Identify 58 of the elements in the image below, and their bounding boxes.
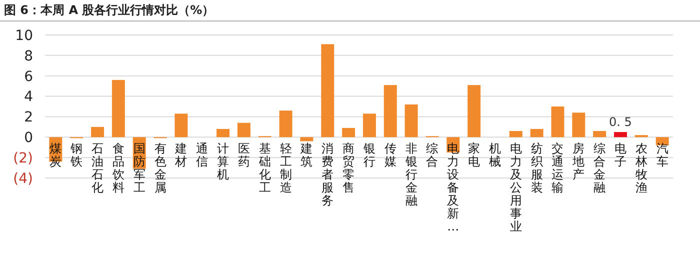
x-tick-label: 建材 (174, 142, 188, 169)
x-tick-label: 商贸零售 (342, 142, 355, 194)
x-tick-label: 食品饮料 (111, 142, 124, 194)
bar (551, 106, 564, 138)
bar (572, 112, 586, 138)
bar (614, 132, 627, 138)
x-tick-label: 国防军工 (133, 142, 146, 194)
y-tick-label: 8 (24, 48, 33, 64)
y-tick-label: 6 (24, 68, 34, 85)
bar (384, 85, 397, 138)
data-label: 0. 5 (609, 115, 632, 130)
x-tick-label: 综合金融 (594, 142, 606, 194)
bar (342, 128, 356, 138)
x-tick-label: 电力设备及新… (447, 142, 460, 234)
x-tick-label: 石油石化 (92, 142, 104, 194)
bar (468, 85, 481, 138)
bar (362, 114, 376, 138)
y-tick-label: 2 (24, 110, 33, 126)
bar (112, 80, 125, 138)
x-tick-label: 轻工制造 (280, 142, 292, 194)
x-tick-label: 钢铁 (70, 142, 83, 169)
x-tick-label: 传媒 (384, 142, 396, 169)
bar (593, 131, 606, 138)
x-tick-label: 通信 (196, 142, 208, 169)
x-tick-label: 基础化工 (258, 142, 271, 194)
bar (300, 137, 314, 142)
x-tick-label: 机械 (488, 142, 501, 169)
x-tick-label: 家电 (468, 142, 480, 169)
bar (174, 114, 188, 138)
bar (216, 128, 230, 138)
x-tick-label: 农林牧渔 (634, 142, 648, 194)
y-tick-label: 10 (15, 28, 33, 44)
x-tick-label: 电子 (614, 142, 626, 169)
bar (237, 122, 250, 138)
bar (321, 44, 334, 138)
x-tick-label: 汽车 (656, 142, 668, 169)
bar (530, 128, 544, 138)
x-tick-label: 建筑 (300, 142, 313, 169)
x-tick-label: 交通运输 (552, 142, 564, 194)
x-tick-label: 纺织服装 (530, 142, 543, 194)
bar (404, 104, 418, 138)
x-tick-label: 房地产 (572, 142, 585, 182)
x-tick-label: 有色金属 (154, 142, 166, 194)
x-tick-label: 非银行金融 (404, 142, 418, 208)
bar (279, 110, 292, 138)
chart-title: 图 6：本周 A 股各行业行情对比（%） (4, 3, 214, 17)
x-tick-label: 计算机 (217, 142, 230, 182)
bar (509, 131, 522, 138)
y-tick-label: 0 (24, 130, 33, 146)
x-tick-label: 消费者服务 (322, 142, 334, 208)
x-tick-label: 银行 (362, 142, 376, 169)
y-tick-label: (4) (13, 170, 33, 187)
y-tick-label: 4 (24, 89, 34, 106)
x-tick-label: 医药 (238, 142, 250, 169)
y-tick-label: (2) (13, 150, 33, 166)
x-tick-label: 电力及公用事业 (510, 142, 522, 234)
bar (91, 126, 104, 138)
x-tick-label: 综合 (426, 142, 438, 169)
